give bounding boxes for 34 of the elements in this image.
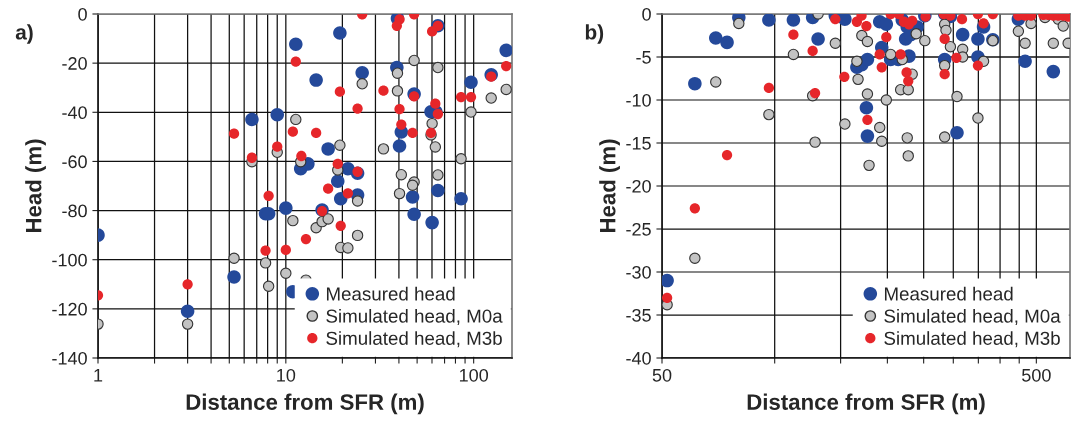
- legend-label: Simulated head, M3b: [884, 331, 1060, 348]
- legend-label: Measured head: [326, 286, 455, 301]
- chart-title: b): [585, 24, 604, 44]
- y-tick-label: -20: [62, 57, 87, 70]
- x-tick-label: 1: [94, 369, 103, 382]
- chart-title: a): [15, 24, 33, 44]
- y-tick-label: -100: [52, 253, 87, 267]
- y-tick-label: -120: [52, 302, 87, 316]
- x-axis-title: Distance from SFR (m): [747, 393, 985, 415]
- x-tick-label: 100: [459, 368, 489, 382]
- y-tick-label: -35: [626, 308, 651, 322]
- legend-label: Simulated head, M0a: [326, 308, 503, 325]
- y-tick-label: -15: [626, 137, 651, 150]
- y-tick-label: -10: [626, 93, 651, 107]
- y-tick-label: -80: [62, 204, 87, 218]
- x-tick-label: 50: [652, 368, 672, 382]
- y-tick-label: -40: [626, 351, 651, 365]
- legend-label: Simulated head, M0a: [884, 308, 1061, 325]
- y-tick-label: -5: [636, 51, 651, 64]
- legend-label: Measured head: [884, 286, 1013, 301]
- y-axis-title: Head (m): [599, 139, 620, 233]
- y-tick-label: 0: [642, 7, 651, 21]
- y-axis-title: Head (m): [25, 139, 46, 233]
- y-tick-label: 0: [78, 7, 87, 21]
- x-tick-label: 500: [1022, 368, 1051, 382]
- y-tick-label: -60: [62, 155, 87, 169]
- y-tick-label: -140: [52, 351, 87, 365]
- y-tick-label: -20: [626, 179, 651, 193]
- x-axis-title: Distance from SFR (m): [186, 393, 424, 415]
- x-tick-label: 10: [277, 368, 296, 382]
- legend-label: Simulated head, M3b: [326, 331, 502, 348]
- y-tick-label: -40: [62, 106, 87, 120]
- y-tick-label: -25: [626, 222, 651, 236]
- y-tick-label: -30: [626, 265, 651, 279]
